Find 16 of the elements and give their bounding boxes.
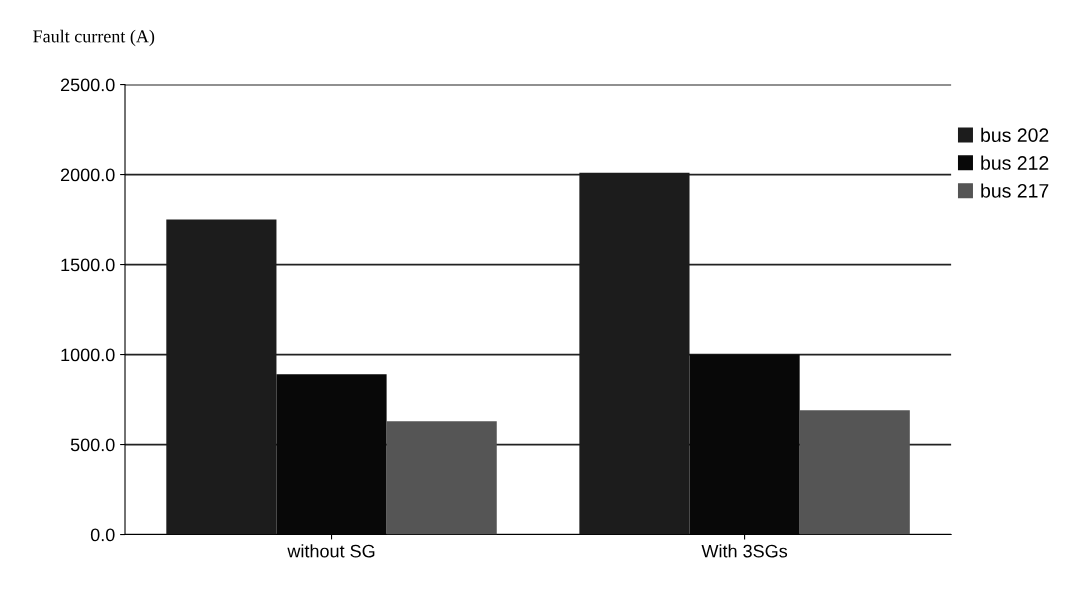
legend-label: bus 202 bbox=[981, 127, 1049, 143]
y-tick-label: 1000.0 bbox=[61, 348, 115, 362]
y-axis-title: Fault current (A) bbox=[33, 29, 155, 47]
bar bbox=[386, 421, 497, 535]
y-tick-label: 500.0 bbox=[70, 438, 115, 452]
x-tick-label: without SG bbox=[287, 544, 375, 558]
bar bbox=[689, 354, 800, 535]
bar bbox=[276, 374, 387, 535]
y-tick-label: 2500.0 bbox=[60, 78, 115, 92]
legend-label: bus 217 bbox=[981, 183, 1049, 198]
y-tick-label: 0.0 bbox=[90, 528, 115, 542]
y-tick-label: 2000.0 bbox=[60, 168, 115, 182]
y-tick-label: 1500.0 bbox=[61, 258, 115, 272]
bar bbox=[799, 410, 910, 535]
legend-label: bus 212 bbox=[981, 155, 1049, 170]
x-tick-label: With 3SGs bbox=[701, 544, 788, 558]
